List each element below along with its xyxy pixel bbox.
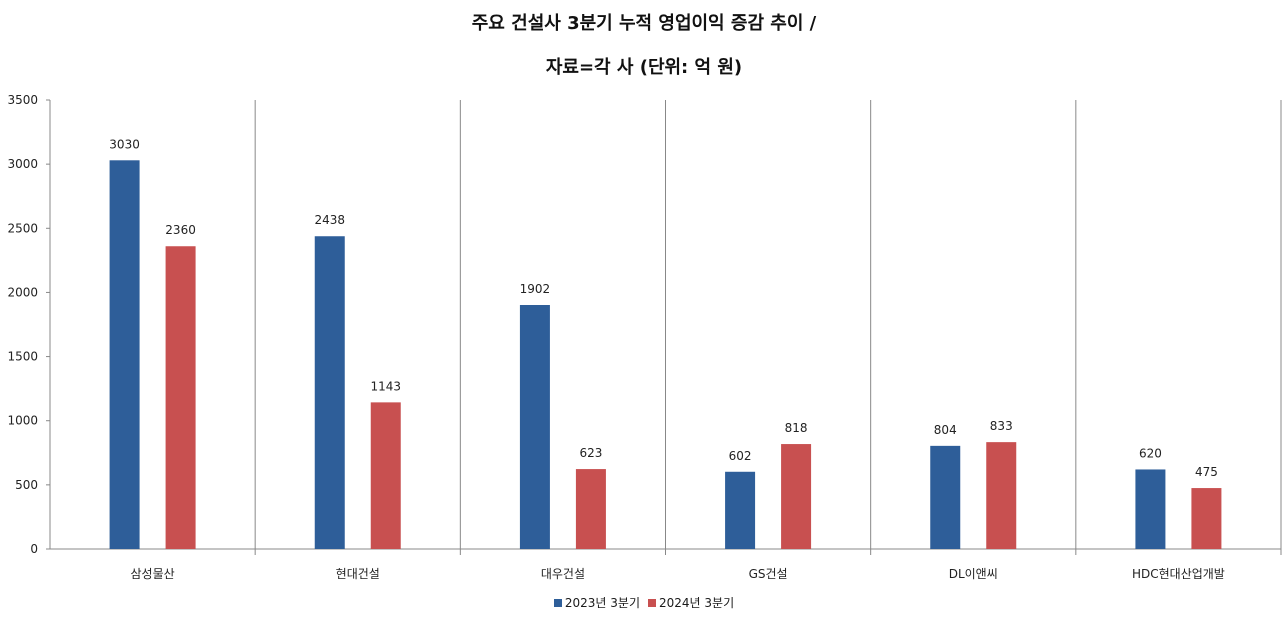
bar-2023 bbox=[109, 160, 140, 549]
legend-item-2023: 2023년 3분기 bbox=[553, 594, 640, 611]
bar-2024 bbox=[986, 442, 1017, 549]
bar-2023 bbox=[1135, 469, 1166, 549]
data-label: 1143 bbox=[370, 379, 401, 393]
y-tick-label: 2000 bbox=[7, 285, 38, 299]
y-tick-label: 1000 bbox=[7, 414, 38, 428]
y-tick-label: 0 bbox=[30, 542, 38, 556]
x-category-label: 대우건설 bbox=[541, 567, 585, 581]
bar-2024 bbox=[1191, 488, 1222, 549]
y-tick-label: 3000 bbox=[7, 157, 38, 171]
chart-title-line2: 자료=각 사 (단위: 억 원) bbox=[545, 57, 743, 78]
legend-swatch-2023 bbox=[553, 598, 562, 607]
y-tick-label: 1500 bbox=[7, 350, 38, 364]
data-label: 1902 bbox=[520, 282, 551, 296]
y-tick-label: 3500 bbox=[7, 93, 38, 107]
data-label: 602 bbox=[729, 449, 752, 463]
x-category-label: DL이앤씨 bbox=[949, 567, 998, 581]
bar-2023 bbox=[725, 471, 756, 549]
data-label: 2360 bbox=[165, 223, 196, 237]
x-category-label: HDC현대산업개발 bbox=[1132, 567, 1225, 581]
x-category-label: GS건설 bbox=[749, 567, 788, 581]
chart-title-line1: 주요 건설사 3분기 누적 영업이익 증감 추이 / bbox=[471, 13, 817, 34]
data-label: 833 bbox=[990, 419, 1013, 433]
data-label: 3030 bbox=[109, 137, 140, 151]
bar-2024 bbox=[370, 402, 401, 549]
bar-2023 bbox=[519, 305, 550, 549]
bar-2024 bbox=[165, 246, 196, 549]
legend-label-2024: 2024년 3분기 bbox=[659, 596, 735, 610]
legend: 2023년 3분기 2024년 3분기 bbox=[0, 594, 1288, 611]
legend-label-2023: 2023년 3분기 bbox=[564, 596, 640, 610]
y-tick-label: 2500 bbox=[7, 221, 38, 235]
x-category-label: 삼성물산 bbox=[130, 567, 174, 581]
bar-2024 bbox=[575, 469, 606, 549]
data-label: 818 bbox=[785, 421, 808, 435]
bar-2024 bbox=[781, 444, 812, 549]
bar-2023 bbox=[930, 445, 961, 549]
data-label: 2438 bbox=[314, 213, 345, 227]
legend-swatch-2024 bbox=[648, 598, 656, 607]
data-label: 475 bbox=[1195, 465, 1218, 479]
bar-2023 bbox=[314, 236, 345, 549]
data-label: 623 bbox=[579, 446, 602, 460]
legend-item-2024: 2024년 3분기 bbox=[648, 594, 734, 611]
x-category-label: 현대건설 bbox=[336, 567, 380, 581]
y-tick-label: 500 bbox=[15, 478, 38, 492]
data-label: 804 bbox=[934, 423, 957, 437]
data-label: 620 bbox=[1139, 446, 1162, 460]
